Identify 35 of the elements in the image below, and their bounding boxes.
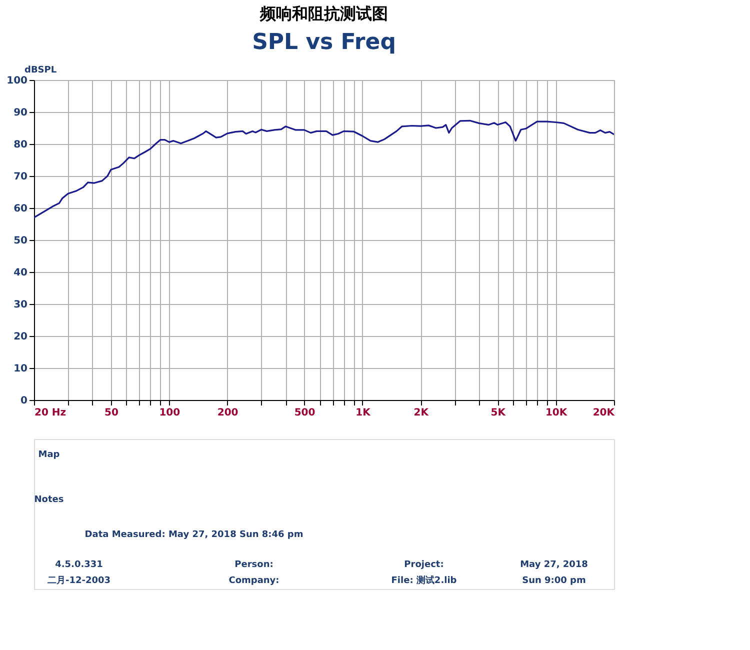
- y-tick-label: 20: [14, 332, 28, 342]
- text: May 27, 2018: [520, 560, 588, 570]
- y-tick-label: 90: [14, 108, 28, 118]
- chart-title: 频响和阻抗测试图: [259, 4, 388, 23]
- x-tick-label: 20 Hz: [34, 408, 66, 418]
- text: Company:: [228, 576, 280, 586]
- y-tick-label: 40: [14, 268, 28, 278]
- chart-subtitle: SPL vs Freq: [252, 30, 396, 55]
- x-tick-label: 200: [217, 408, 238, 418]
- x-tick-label: 20K: [592, 408, 616, 418]
- x-tick-label: 10K: [545, 408, 568, 418]
- text: 二月-12-2003: [47, 575, 111, 586]
- text: 4.5.0.331: [55, 560, 103, 570]
- text: Data Measured: May 27, 2018 Sun 8:46 pm: [84, 530, 304, 540]
- y-tick-label: 50: [14, 236, 28, 246]
- y-tick-label: 70: [14, 172, 28, 182]
- y-tick-label: 30: [14, 300, 28, 310]
- y-tick-label: 60: [14, 204, 28, 214]
- text: Sun 9:00 pm: [522, 576, 586, 586]
- text: Project:: [404, 560, 444, 570]
- x-tick-label: 5K: [490, 408, 507, 418]
- text: File: 测试2.lib: [391, 575, 458, 586]
- y-tick-label: 80: [14, 140, 28, 150]
- text: Map: [38, 450, 60, 460]
- x-tick-label: 100: [159, 408, 180, 418]
- y-tick-label: 0: [20, 396, 28, 406]
- x-tick-label: 1K: [356, 408, 372, 418]
- x-tick-label: 2K: [414, 408, 430, 418]
- text: Notes: [34, 495, 64, 505]
- x-tick-label: 50: [104, 408, 118, 418]
- y-tick-label: 10: [14, 364, 28, 374]
- y-tick-label: 100: [6, 76, 28, 86]
- text: Person:: [234, 560, 274, 570]
- y-axis-title: dBSPL: [24, 66, 57, 76]
- x-tick-label: 500: [294, 408, 316, 418]
